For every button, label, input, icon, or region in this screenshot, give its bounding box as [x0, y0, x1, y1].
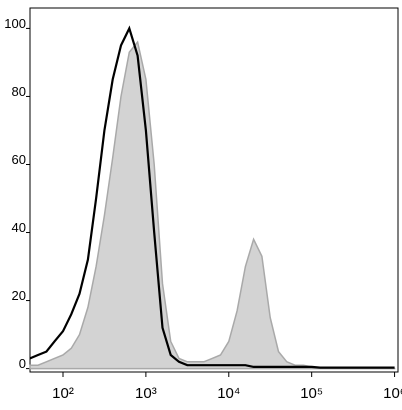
histogram-line — [29, 25, 395, 369]
y-tick-label: 80 — [12, 84, 26, 99]
x-tick-label: 10⁴ — [217, 385, 240, 402]
x-tick-label: 10⁶ — [383, 385, 402, 402]
filled-histogram — [29, 40, 396, 370]
x-tick-label: 10⁵ — [300, 385, 323, 402]
plot-frame — [29, 7, 399, 373]
y-tick-label: 20 — [12, 288, 26, 303]
y-tick-label: 100 — [4, 16, 26, 31]
y-tick-label: 60 — [12, 152, 26, 167]
x-tick-label: 10³ — [135, 385, 157, 402]
x-tick-label: 10² — [52, 385, 74, 402]
y-tick-label: 0 — [19, 356, 26, 371]
y-tick-label: 40 — [12, 220, 26, 235]
